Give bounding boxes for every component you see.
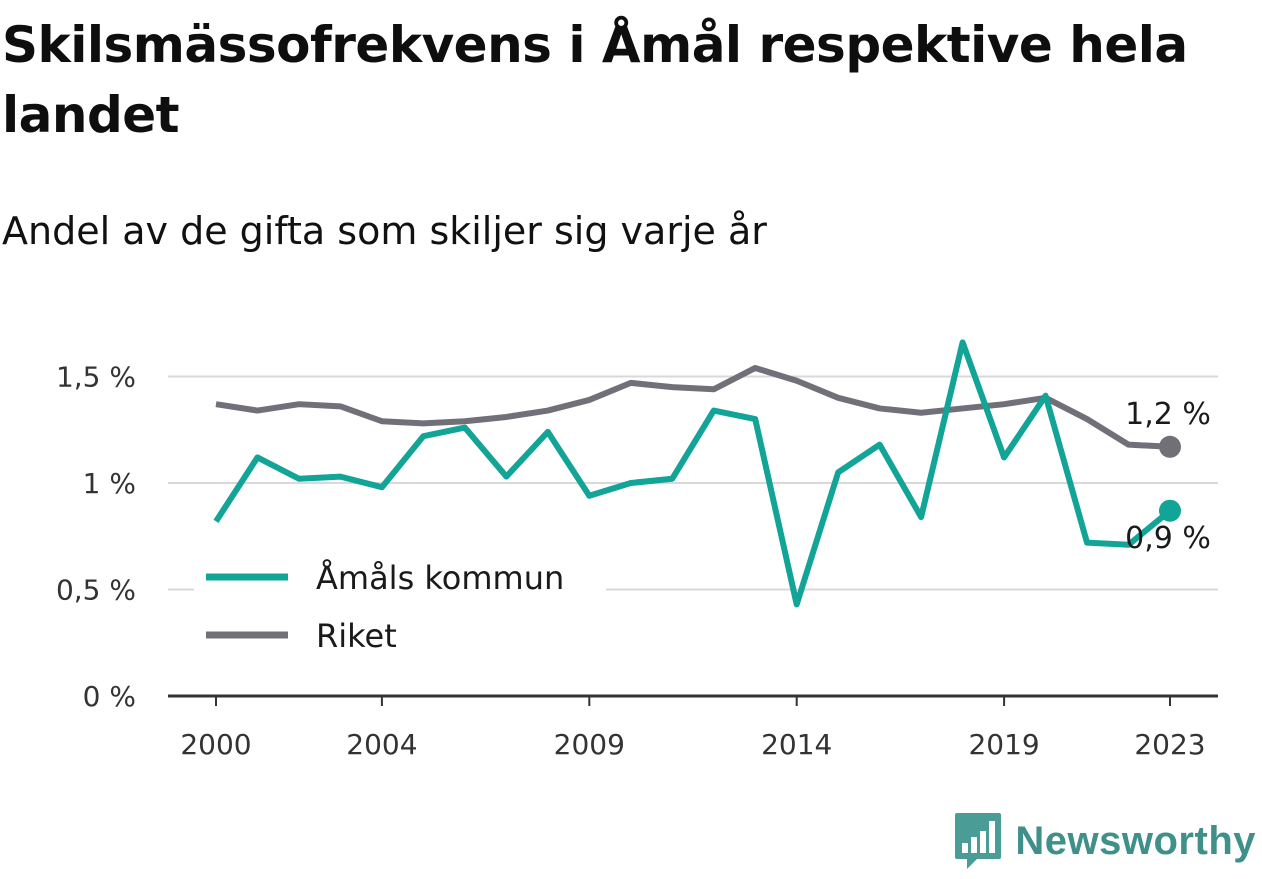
newsworthy-logo: Newsworthy	[953, 811, 1256, 871]
legend: Åmåls kommun Riket	[194, 552, 606, 664]
brand-name: Newsworthy	[1015, 818, 1256, 863]
end-value-label: 1,2 %	[1125, 397, 1211, 432]
x-tick-label: 2009	[554, 728, 625, 761]
legend-label: Åmåls kommun	[316, 559, 564, 597]
series-line	[215, 364, 1171, 450]
x-tick-label: 2000	[180, 728, 251, 761]
end-point	[1159, 435, 1181, 458]
end-value-label: 0,9 %	[1125, 521, 1211, 556]
bar-chart-speech-icon	[955, 813, 1002, 869]
x-tick-label: 2014	[761, 728, 832, 761]
end-labels: 1,2 % 0,9 %	[1125, 397, 1211, 556]
y-tick-label: 0,5 %	[56, 574, 136, 607]
series-lines	[213, 339, 1181, 608]
end-point	[1159, 499, 1181, 522]
chart-title: Skilsmässofrekvens i Åmål respektive hel…	[2, 16, 1188, 144]
axes: 0 % 0,5 % 1 % 1,5 % 2000 2004 2009 2014 2019 2023	[56, 361, 1218, 761]
chart-subtitle: Andel av de gifta som skiljer sig varje …	[2, 209, 767, 253]
legend-label: Riket	[316, 617, 397, 655]
x-tick-label: 2004	[346, 728, 417, 761]
series-line	[213, 339, 1172, 608]
x-tick-label: 2023	[1134, 728, 1205, 761]
x-tick-label: 2019	[968, 728, 1039, 761]
y-tick-label: 1 %	[83, 467, 136, 500]
y-tick-label: 0 %	[83, 680, 136, 713]
y-tick-label: 1,5 %	[56, 361, 136, 394]
legend-background	[194, 552, 606, 664]
